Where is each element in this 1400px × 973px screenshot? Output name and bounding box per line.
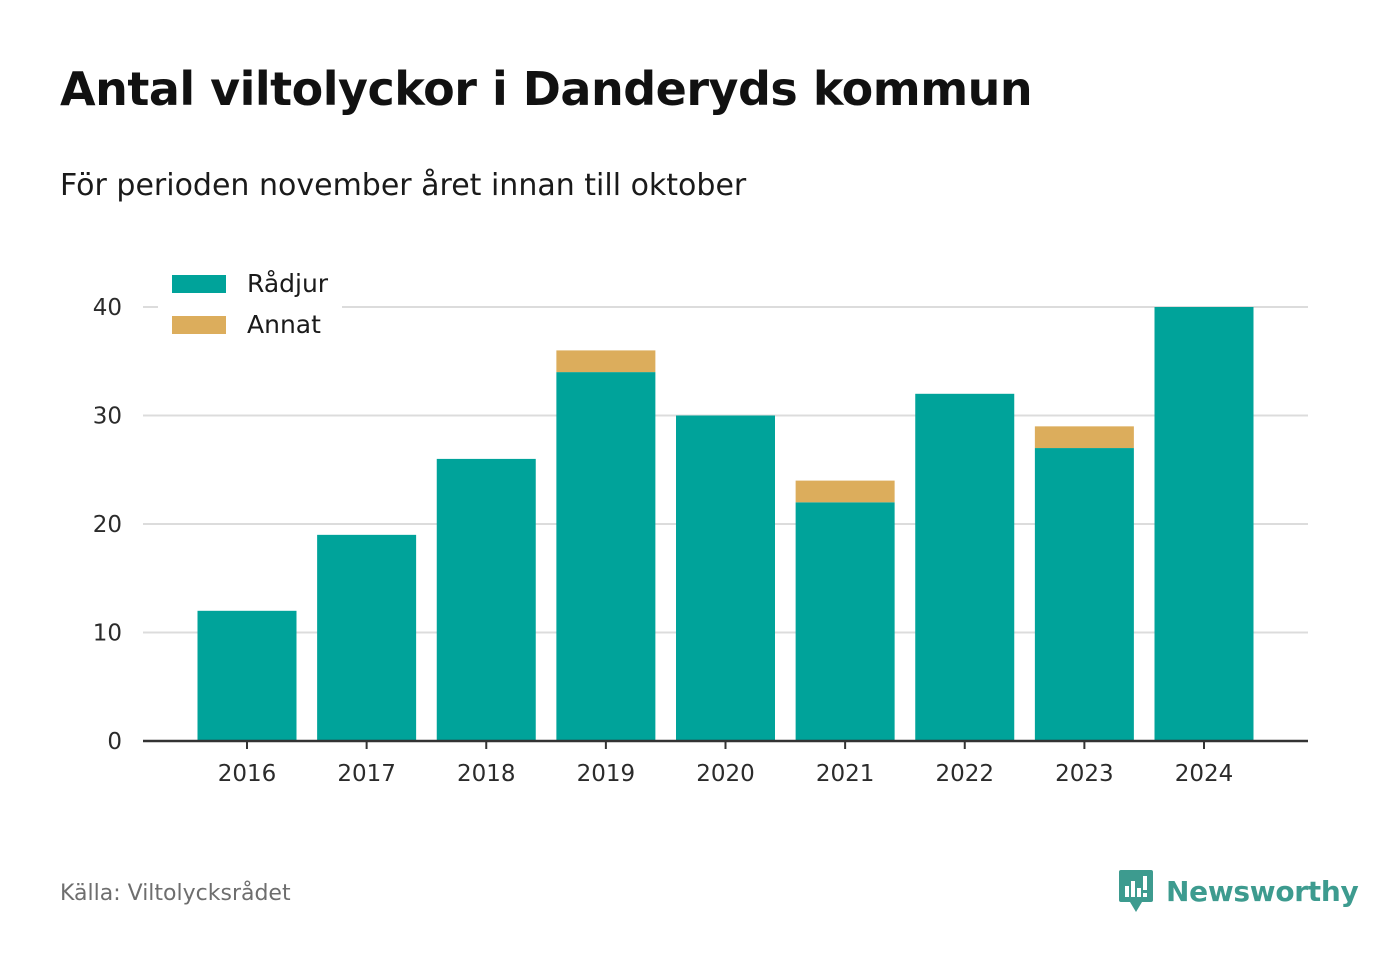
x-tick-label: 2019	[577, 761, 636, 787]
brand-name: Newsworthy	[1166, 874, 1359, 908]
x-tick-label: 2024	[1175, 761, 1234, 787]
bar-annat-2019	[556, 350, 656, 373]
x-tick-label: 2022	[935, 761, 994, 787]
x-tick-label: 2016	[218, 761, 277, 787]
bar-rådjur-2024	[1154, 307, 1254, 741]
bars	[197, 307, 1254, 741]
newsworthy-logo-icon	[1119, 870, 1153, 912]
legend-swatch-annat	[172, 316, 226, 334]
x-tick-label: 2017	[337, 761, 396, 787]
legend-label-annat: Annat	[247, 310, 321, 339]
x-tick-label: 2020	[696, 761, 755, 787]
y-tick-label: 10	[93, 621, 122, 647]
legend: Rådjur Annat	[158, 262, 342, 350]
bar-rådjur-2016	[197, 610, 297, 741]
x-tick-label: 2018	[457, 761, 516, 787]
bar-rådjur-2017	[317, 534, 417, 741]
bar-annat-2021	[795, 480, 895, 503]
y-tick-label: 0	[107, 729, 122, 755]
source-note: Källa: Viltolycksrådet	[60, 881, 291, 906]
bar-rådjur-2019	[556, 372, 656, 741]
brand-logo: Newsworthy	[1118, 868, 1359, 914]
bar-rådjur-2023	[1034, 448, 1134, 741]
bar-rådjur-2022	[915, 393, 1015, 741]
y-tick-label: 30	[93, 404, 122, 430]
y-tick-label: 40	[93, 295, 122, 321]
y-tick-label: 20	[93, 512, 122, 538]
legend-swatch-rådjur	[172, 275, 226, 293]
chart-subtitle: För perioden november året innan till ok…	[60, 168, 747, 203]
x-tick-label: 2021	[816, 761, 875, 787]
axes: 0 10 20 30 40 2016 2017 2018 2019 2020 2021 2022 202…	[93, 295, 1308, 787]
chart-title: Antal viltolyckor i Danderyds kommun	[60, 62, 1033, 116]
legend-label-rådjur: Rådjur	[247, 269, 329, 298]
bar-annat-2023	[1034, 426, 1134, 449]
bar-rådjur-2021	[795, 502, 895, 741]
x-tick-label: 2023	[1055, 761, 1114, 787]
bar-rådjur-2018	[436, 458, 536, 741]
bar-rådjur-2020	[676, 415, 775, 741]
